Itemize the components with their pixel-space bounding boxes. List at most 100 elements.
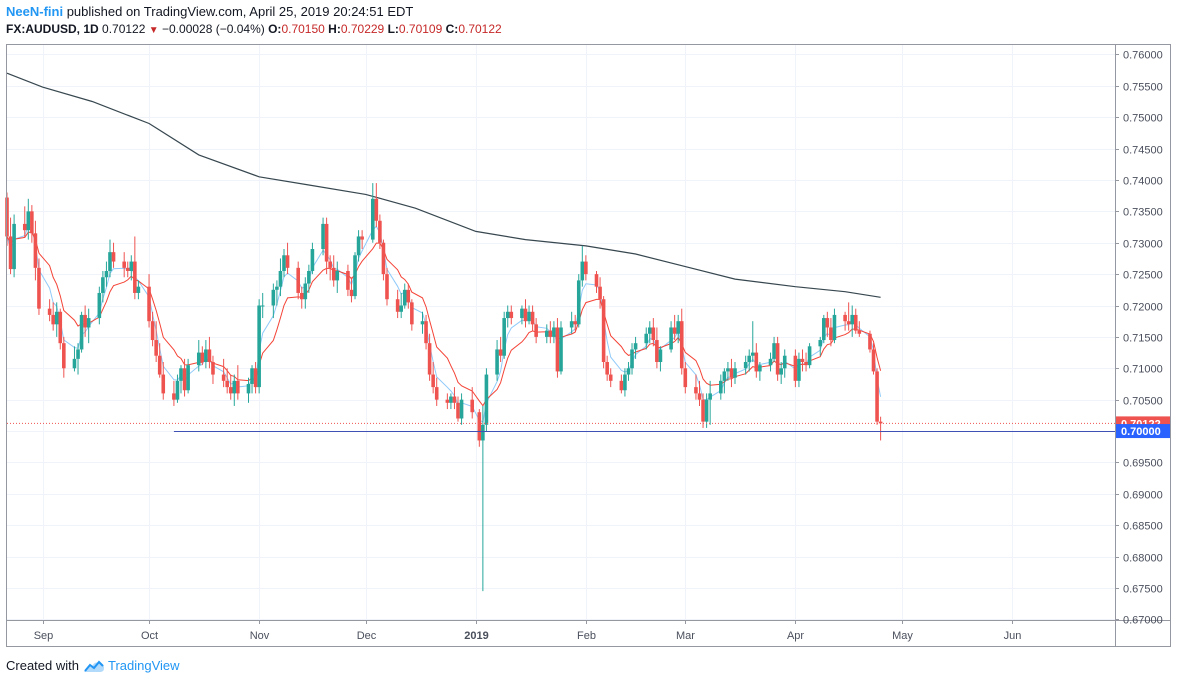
candle-body: [608, 374, 613, 381]
x-tick-label: Feb: [577, 630, 596, 642]
candle-body: [299, 292, 304, 300]
candle-body: [733, 368, 737, 378]
candle-body: [108, 252, 112, 271]
candle-body: [559, 327, 563, 372]
candle-down: [509, 305, 514, 325]
candle-body: [51, 314, 55, 325]
candle-down: [296, 261, 301, 300]
candle-body: [360, 236, 364, 240]
candle-body: [630, 349, 634, 369]
candle-body: [424, 321, 428, 344]
candle-up: [26, 198, 31, 240]
candle-down: [573, 314, 578, 331]
candle-body: [626, 368, 631, 375]
y-tick-label: 0.75500: [1123, 82, 1163, 94]
candle-up: [484, 368, 489, 432]
publish-header: NeeN-fini published on TradingView.com, …: [6, 4, 413, 19]
low-label: L:: [387, 22, 399, 36]
x-tick-label: Mar: [676, 630, 695, 642]
candle-down: [456, 396, 460, 422]
y-tick-label: 0.72000: [1123, 302, 1163, 314]
candle-up: [250, 365, 254, 394]
candle-up: [246, 377, 251, 403]
candle-up: [544, 324, 549, 344]
candle-body: [346, 270, 350, 290]
candle-down: [800, 349, 805, 372]
candle-body: [271, 289, 276, 306]
candle-up: [832, 308, 837, 344]
candle-body: [353, 255, 357, 297]
time-axis[interactable]: Sep Oct Nov Dec 2019 Feb Mar Apr May Jun: [34, 620, 1022, 642]
candle-body: [275, 286, 279, 290]
x-tick-label: Dec: [357, 630, 377, 642]
y-tick-label: 0.73000: [1123, 239, 1163, 251]
candle-body: [726, 368, 730, 372]
candle-body: [601, 299, 606, 363]
candle-down: [221, 358, 226, 388]
candle-body: [331, 267, 336, 281]
candle-up: [175, 374, 180, 403]
candle-body: [498, 349, 503, 356]
candle-body: [644, 333, 649, 344]
price-change: −0.00028 (−0.04%): [162, 22, 265, 36]
symbol-label[interactable]: FX:AUDUSD, 1D: [6, 22, 99, 36]
candle-body: [655, 340, 659, 363]
candle-down: [729, 358, 734, 388]
candle-up: [356, 230, 361, 262]
candle-up: [743, 355, 748, 375]
candle-up: [108, 239, 112, 278]
candle-body: [594, 274, 599, 287]
candle-body: [381, 242, 386, 275]
candle-body: [282, 255, 286, 271]
candle-up: [779, 362, 783, 384]
candle-down: [253, 362, 258, 394]
candle-down: [605, 355, 609, 381]
candle-body: [129, 261, 134, 271]
candle-body: [385, 274, 389, 300]
candle-body: [157, 355, 162, 375]
close-value: 0.70122: [458, 22, 502, 36]
candle-body: [179, 368, 183, 381]
candle-up: [807, 343, 812, 369]
candle-body: [775, 343, 780, 375]
candle-body: [221, 374, 226, 381]
candle-body: [182, 368, 187, 391]
y-tick-label: 0.75000: [1123, 113, 1163, 125]
candle-down: [601, 296, 606, 369]
candle-body: [768, 358, 773, 366]
candle-down: [683, 362, 688, 394]
candle-down: [47, 299, 52, 322]
candle-down: [406, 283, 411, 309]
candle-body: [47, 308, 52, 315]
y-tick-label: 0.72500: [1123, 270, 1163, 282]
candle-body: [548, 330, 553, 337]
candle-down: [843, 311, 847, 331]
candle-body: [708, 393, 712, 400]
candle-body: [406, 289, 411, 303]
candle-body: [779, 368, 783, 375]
candle-body: [818, 340, 823, 347]
candle-down: [655, 327, 659, 369]
candle-body: [481, 424, 485, 441]
candle-up: [86, 308, 91, 344]
tradingview-brand-link[interactable]: TradingView: [107, 658, 180, 673]
candle-up: [821, 314, 826, 344]
candle-body: [196, 352, 201, 366]
candle-body: [729, 368, 734, 378]
candle-down: [594, 270, 599, 293]
x-tick-label: Sep: [34, 630, 54, 642]
candle-up: [559, 321, 563, 375]
candle-body: [232, 380, 237, 394]
candle-body: [722, 371, 727, 381]
candle-down: [62, 336, 66, 378]
candle-down: [431, 362, 435, 394]
candle-up: [633, 336, 638, 359]
author-link[interactable]: NeeN-fini: [6, 4, 64, 19]
candle-up: [704, 393, 709, 428]
y-tick-label: 0.68000: [1123, 553, 1163, 565]
candle-down: [150, 311, 155, 347]
candle-body: [26, 211, 31, 231]
candle-body: [552, 327, 556, 337]
candle-up: [370, 183, 375, 243]
candle-body: [470, 399, 475, 413]
